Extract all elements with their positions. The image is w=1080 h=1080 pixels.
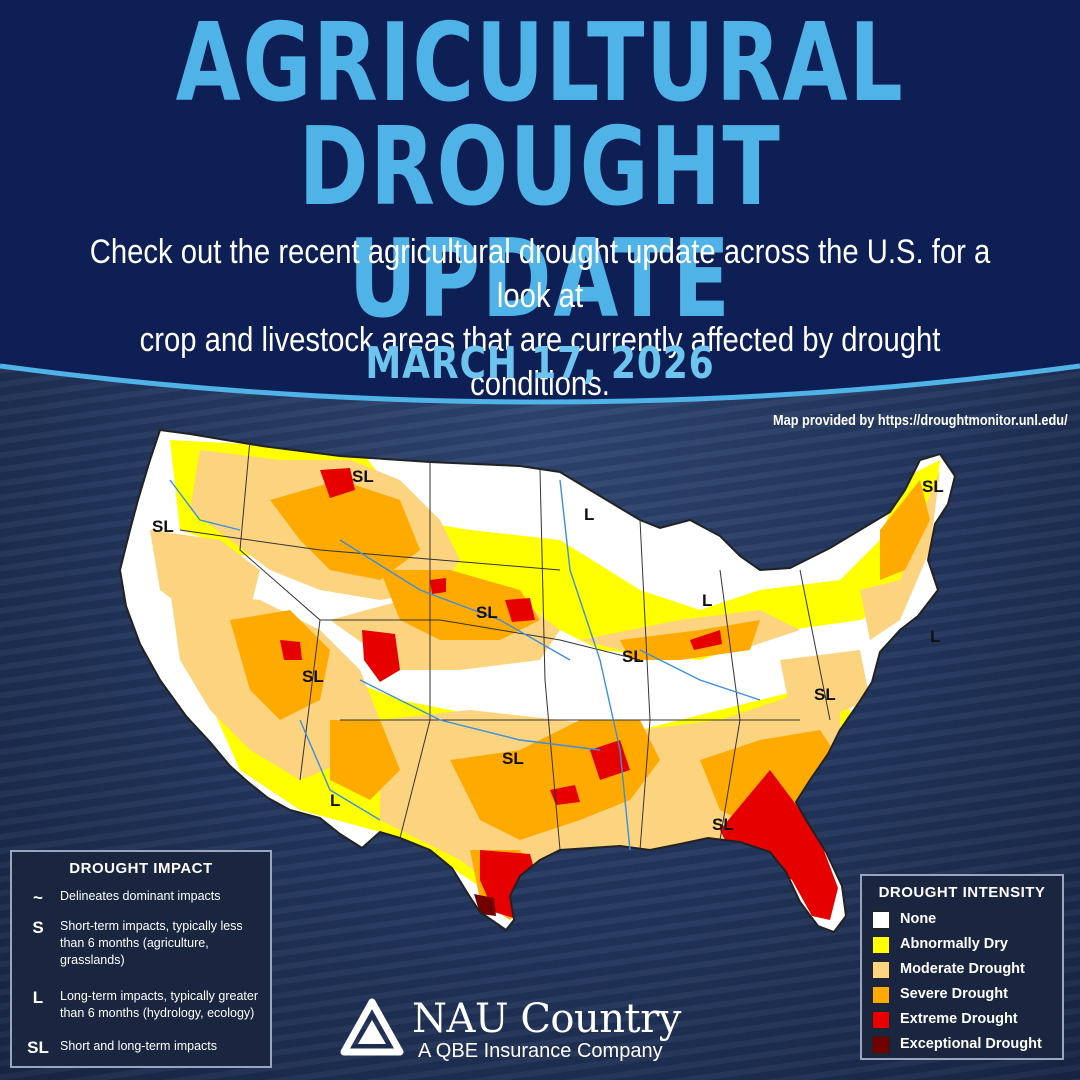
brand-tagline: A QBE Insurance Company [418, 1040, 663, 1062]
map-label-midwest: SL [622, 647, 644, 666]
swatch [872, 936, 890, 954]
report-date: MARCH 17, 2026 [365, 338, 715, 389]
map-label-mid-atlantic: L [930, 627, 940, 646]
intensity-legend-title: DROUGHT INTENSITY [878, 884, 1046, 901]
impact-legend-title: DROUGHT IMPACT [69, 860, 213, 877]
intensity-row-abnormally-dry: Abnormally Dry [872, 933, 1062, 955]
map-label-pacific-northwest: SL [152, 517, 174, 536]
nau-logo-icon [340, 998, 404, 1056]
swatch [872, 986, 890, 1004]
intensity-row-extreme: Extreme Drought [872, 1008, 1062, 1030]
intensity-row-moderate: Moderate Drought [872, 958, 1062, 980]
intensity-row-exceptional: Exceptional Drought [872, 1033, 1062, 1055]
state-lines [179, 439, 831, 851]
header-banner: AGRICULTURAL DROUGHT UPDATE Check out th… [0, 0, 1080, 420]
intensity-row-none: None [872, 908, 1062, 930]
swatch [872, 911, 890, 929]
map-label-southeast-coast: SL [814, 685, 836, 704]
rivers [169, 479, 761, 851]
map-label-upper-midwest: L [584, 505, 594, 524]
impact-desc: Short-term impacts, typically less than … [60, 919, 243, 967]
subtitle-line-2: crop and livestock areas that are curren… [139, 321, 941, 403]
header-shape [0, 0, 1080, 405]
nau-country-brand: NAU Country A QBE Insurance Company [340, 996, 720, 1066]
swatch [872, 1011, 890, 1029]
brand-name: NAU Country [412, 996, 681, 1042]
impact-desc: Delineates dominant impacts [60, 889, 221, 903]
swatch [872, 961, 890, 979]
subtitle: Check out the recent agricultural drough… [84, 230, 996, 406]
map-label-central-plains: SL [476, 603, 498, 622]
title-line-2: DROUGHT UPDATE [298, 105, 782, 342]
map-label-new-england: SL [922, 477, 944, 496]
intensity-label: Severe Drought [900, 986, 1008, 1002]
long-term-symbol: L [32, 988, 44, 1007]
intensity-label: Extreme Drought [900, 1011, 1018, 1027]
title-line-1: AGRICULTURAL [175, 1, 905, 126]
intensity-label: Moderate Drought [900, 961, 1025, 977]
impact-desc: Short and long-term impacts [60, 1039, 218, 1053]
drought-intensity-legend: DROUGHT INTENSITY None Abnormally Dry Mo… [860, 874, 1064, 1060]
impact-desc: Long-term impacts, typically greater tha… [60, 989, 258, 1020]
drought-map: SL SL L SL L SL L SL SL SL SL SL L [118, 428, 957, 934]
map-label-southwest: L [330, 791, 340, 810]
intensity-label: None [900, 911, 937, 927]
intensity-label: Exceptional Drought [900, 1036, 1042, 1052]
short-term-symbol: S [32, 918, 44, 937]
short-long-symbol: SL [27, 1038, 49, 1057]
map-credit: Map provided by https://droughtmonitor.u… [773, 412, 1068, 429]
drought-impact-legend: DROUGHT IMPACT ~ Delineates dominant imp… [10, 850, 272, 1068]
map-label-southern-plains: SL [502, 749, 524, 768]
swatch [872, 1036, 890, 1054]
intensity-row-severe: Severe Drought [872, 983, 1062, 1005]
tilde-symbol: ~ [33, 888, 43, 907]
map-label-michigan: L [702, 591, 712, 610]
subtitle-line-1: Check out the recent agricultural drough… [89, 233, 991, 315]
intensity-label: Abnormally Dry [900, 936, 1008, 952]
map-label-southeast: SL [712, 815, 734, 834]
map-label-northern-rockies: SL [352, 467, 374, 486]
map-label-great-basin: SL [302, 667, 324, 686]
